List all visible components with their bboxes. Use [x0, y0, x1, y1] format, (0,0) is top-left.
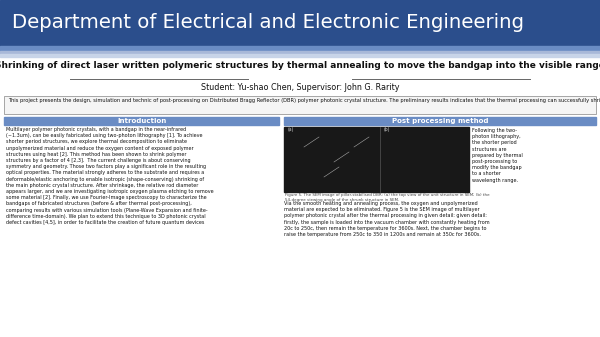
Text: Department of Electrical and Electronic Engineering: Department of Electrical and Electronic … — [12, 13, 524, 32]
Text: Following the two-
photon lithography,
the shorter period
structures are
prepare: Following the two- photon lithography, t… — [472, 128, 523, 183]
Bar — [0, 57, 600, 337]
Text: Shrinking of direct laser written polymeric structures by thermal annealing to m: Shrinking of direct laser written polyme… — [0, 61, 600, 70]
Bar — [0, 51, 600, 54]
Text: Student: Yu-shao Chen, Supervisor: John G. Rarity: Student: Yu-shao Chen, Supervisor: John … — [201, 83, 399, 92]
Text: Multilayer polymer photonic crystals, with a bandgap in the near-infrared
(~1.3u: Multilayer polymer photonic crystals, wi… — [6, 127, 214, 225]
Text: Introduction: Introduction — [117, 118, 166, 124]
Bar — [284, 117, 596, 125]
Text: Via the smooth heating and annealing process, the oxygen and unpolymerized
mater: Via the smooth heating and annealing pro… — [284, 201, 490, 237]
Text: (b): (b) — [383, 127, 390, 132]
Bar — [0, 54, 600, 57]
Bar — [0, 0, 600, 46]
Text: This project presents the design, simulation and technic of post-processing on D: This project presents the design, simula… — [8, 98, 600, 103]
Bar — [4, 96, 596, 114]
Bar — [4, 117, 279, 125]
Text: Figure 5. The SEM image of pillar-stabilised DBR: (a) the top view of the unit s: Figure 5. The SEM image of pillar-stabil… — [285, 193, 490, 202]
Bar — [0, 46, 600, 51]
Text: (a): (a) — [288, 127, 295, 132]
Text: Post processing method: Post processing method — [392, 118, 488, 124]
Bar — [284, 127, 469, 192]
